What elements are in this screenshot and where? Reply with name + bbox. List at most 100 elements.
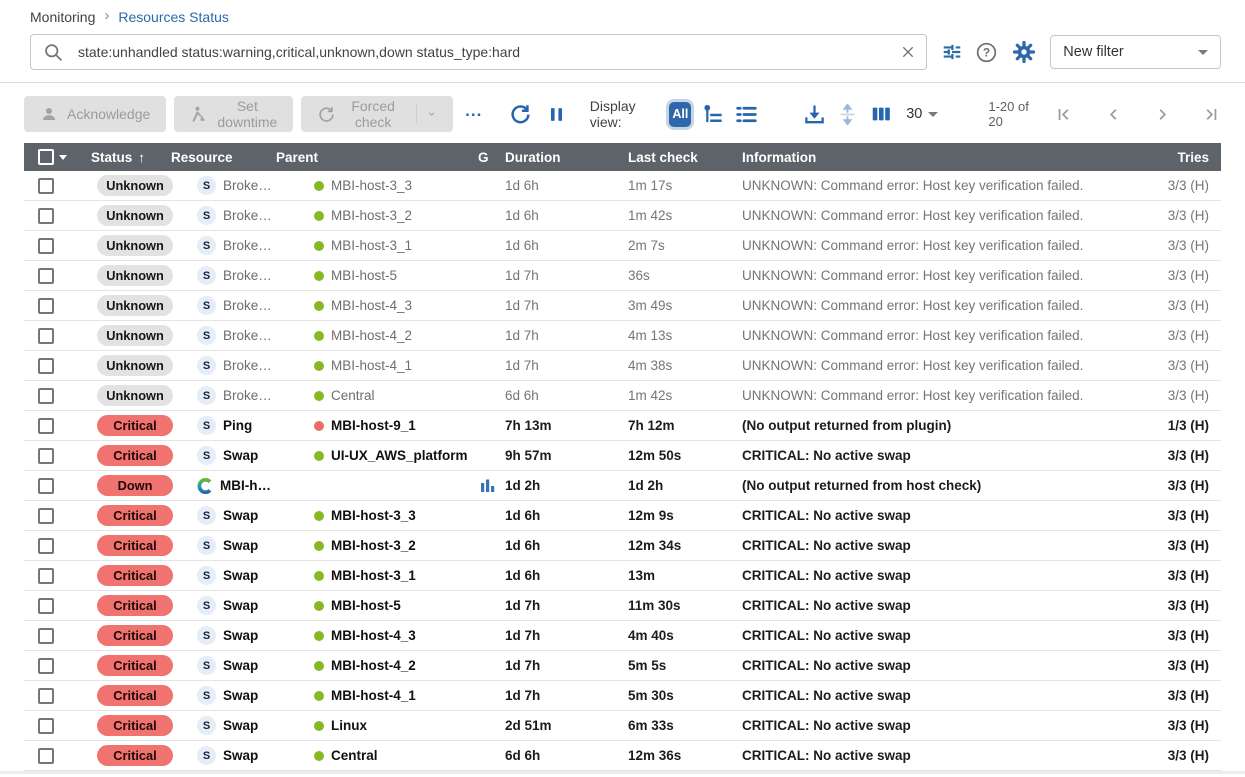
row-checkbox[interactable] (38, 597, 54, 614)
row-checkbox[interactable] (38, 177, 54, 194)
status-badge[interactable]: Unknown (97, 325, 173, 346)
parent-label[interactable]: MBI-host-4_3 (331, 298, 413, 313)
row-checkbox[interactable] (38, 717, 54, 734)
resource-label[interactable]: Swap (223, 688, 259, 703)
table-row[interactable]: Critical S Swap Central 6d 6h 12m 36 (24, 741, 1221, 771)
row-checkbox[interactable] (38, 327, 54, 344)
status-badge[interactable]: Unknown (97, 205, 173, 226)
parent-label[interactable]: MBI-host-5 (331, 598, 401, 613)
breadcrumb-monitoring[interactable]: Monitoring (30, 8, 96, 25)
parent-label[interactable]: Linux (331, 718, 367, 733)
status-badge[interactable]: Down (97, 475, 173, 496)
parent-label[interactable]: MBI-host-4_1 (331, 358, 413, 373)
table-row[interactable]: Unknown S Broker-Stats MBI-host-3_3 1d 6 (24, 171, 1221, 201)
acknowledge-button[interactable]: Acknowledge (24, 96, 167, 132)
parent-label[interactable]: MBI-host-3_3 (331, 508, 416, 523)
parent-label[interactable]: MBI-host-3_1 (331, 568, 416, 583)
table-row[interactable]: Unknown S Broker-Stats MBI-host-4_1 1d 7 (24, 351, 1221, 381)
row-checkbox[interactable] (38, 567, 54, 584)
breadcrumb-resources-status[interactable]: Resources Status (118, 8, 229, 25)
view-all-button[interactable]: All (669, 101, 692, 127)
row-checkbox[interactable] (38, 537, 54, 554)
status-badge[interactable]: Critical (97, 685, 173, 706)
row-checkbox[interactable] (38, 237, 54, 254)
resource-label[interactable]: Broker-Stats (223, 388, 276, 403)
resource-label[interactable]: Swap (223, 538, 259, 553)
resource-label[interactable]: MBI-host-9_1 (220, 478, 276, 493)
resource-label[interactable]: Broker-Stats (223, 238, 276, 253)
parent-label[interactable]: MBI-host-3_1 (331, 238, 413, 253)
parent-label[interactable]: MBI-host-4_2 (331, 328, 413, 343)
columns-icon[interactable] (870, 103, 892, 125)
status-badge[interactable]: Critical (97, 565, 173, 586)
table-row[interactable]: Critical S Swap UI-UX_AWS_platform 9h 57 (24, 441, 1221, 471)
export-download-icon[interactable] (803, 103, 826, 126)
row-checkbox[interactable] (38, 387, 54, 404)
status-badge[interactable]: Unknown (97, 235, 173, 256)
tune-filters-icon[interactable] (941, 41, 963, 63)
resource-label[interactable]: Swap (223, 748, 259, 763)
row-checkbox[interactable] (38, 357, 54, 374)
header-last-check[interactable]: Last check (628, 149, 698, 165)
table-row[interactable]: Critical S Ping MBI-host-9_1 7h 13m (24, 411, 1221, 441)
row-checkbox[interactable] (38, 477, 54, 494)
parent-label[interactable]: Central (331, 748, 378, 763)
parent-label[interactable]: MBI-host-4_2 (331, 658, 416, 673)
more-actions-button[interactable]: ... (465, 101, 483, 120)
gear-icon[interactable] (1012, 40, 1036, 64)
last-page-button[interactable] (1202, 105, 1221, 124)
resource-label[interactable]: Swap (223, 658, 259, 673)
table-row[interactable]: Unknown S Broker-Stats MBI-host-4_2 1d 7 (24, 321, 1221, 351)
status-badge[interactable]: Critical (97, 535, 173, 556)
header-resource[interactable]: Resource (171, 149, 233, 165)
table-row[interactable]: Critical S Swap MBI-host-4_2 1d 7h 5 (24, 651, 1221, 681)
status-badge[interactable]: Critical (97, 655, 173, 676)
refresh-button[interactable] (509, 103, 532, 126)
resource-label[interactable]: Swap (223, 508, 259, 523)
row-height-toggle-icon[interactable] (837, 103, 858, 125)
status-badge[interactable]: Unknown (97, 385, 173, 406)
header-parent[interactable]: Parent (276, 149, 319, 165)
status-badge[interactable]: Critical (97, 445, 173, 466)
resource-label[interactable]: Swap (223, 598, 259, 613)
previous-page-button[interactable] (1104, 105, 1123, 124)
parent-label[interactable]: MBI-host-4_1 (331, 688, 416, 703)
header-status[interactable]: Status ↑ (91, 149, 146, 165)
table-row[interactable]: Critical S Swap Linux 2d 51m 6m 33s (24, 711, 1221, 741)
search-input[interactable] (78, 44, 887, 60)
status-badge[interactable]: Unknown (97, 295, 173, 316)
resource-label[interactable]: Swap (223, 718, 259, 733)
row-checkbox[interactable] (38, 297, 54, 314)
table-row[interactable]: Critical S Swap MBI-host-3_1 1d 6h 1 (24, 561, 1221, 591)
clear-search-icon[interactable] (900, 44, 916, 60)
resource-label[interactable]: Broker-Stats (223, 268, 276, 283)
status-badge[interactable]: Critical (97, 715, 173, 736)
resource-label[interactable]: Swap (223, 568, 259, 583)
status-badge[interactable]: Unknown (97, 355, 173, 376)
parent-label[interactable]: MBI-host-3_2 (331, 538, 416, 553)
status-badge[interactable]: Critical (97, 625, 173, 646)
graph-icon[interactable] (480, 477, 497, 494)
set-downtime-button[interactable]: Set downtime (174, 96, 294, 132)
header-tries[interactable]: Tries (1177, 149, 1209, 165)
table-row[interactable]: Critical S Swap MBI-host-4_3 1d 7h 4 (24, 621, 1221, 651)
resource-label[interactable]: Swap (223, 628, 259, 643)
resource-label[interactable]: Broker-Stats (223, 208, 276, 223)
table-row[interactable]: Unknown S Broker-Stats MBI-host-4_3 1d 7 (24, 291, 1221, 321)
parent-label[interactable]: MBI-host-3_2 (331, 208, 413, 223)
parent-label[interactable]: MBI-host-3_3 (331, 178, 413, 193)
table-row[interactable]: Unknown S Broker-Stats Central 6d 6h (24, 381, 1221, 411)
row-checkbox[interactable] (38, 267, 54, 284)
resource-label[interactable]: Broker-Stats (223, 178, 276, 193)
search-box[interactable] (30, 34, 928, 70)
rows-per-page-select[interactable]: 30 (906, 106, 939, 122)
table-row[interactable]: Unknown S Broker-Stats MBI-host-5 1d 7h (24, 261, 1221, 291)
status-badge[interactable]: Unknown (97, 265, 173, 286)
resource-label[interactable]: Broker-Stats (223, 328, 276, 343)
resource-label[interactable]: Swap (223, 448, 259, 463)
resource-label[interactable]: Broker-Stats (223, 298, 276, 313)
parent-label[interactable]: MBI-host-5 (331, 268, 398, 283)
pause-button[interactable] (547, 105, 566, 124)
header-duration[interactable]: Duration (505, 149, 561, 165)
resource-label[interactable]: Broker-Stats (223, 358, 276, 373)
